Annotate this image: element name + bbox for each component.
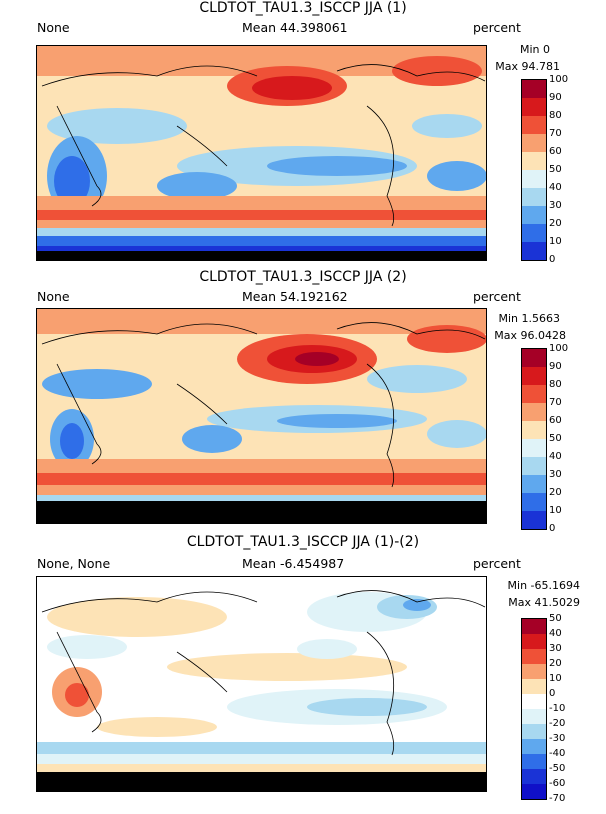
panel-min-label: Min 1.5663 — [498, 312, 560, 325]
colorbar-segment — [522, 664, 546, 679]
panel-min-label: Min 0 — [519, 43, 550, 56]
colorbar-tick: 80 — [549, 110, 562, 121]
colorbar-segment — [522, 152, 546, 170]
colorbar-tick: -20 — [549, 718, 566, 729]
colorbar-tick: -70 — [549, 793, 566, 804]
colorbar-tick: 20 — [549, 218, 562, 229]
colorbar-tick: 20 — [549, 487, 562, 498]
colorbar-segment — [522, 649, 546, 664]
colorbar — [521, 348, 547, 530]
panel-mean-label: Mean 44.398061 — [242, 20, 348, 35]
colorbar-tick: 10 — [549, 673, 562, 684]
colorbar-tick: 30 — [549, 200, 562, 211]
panel-3: CLDTOT_TAU1.3_ISCCP JJA (1)-(2) None, No… — [0, 534, 606, 814]
colorbar-segment — [522, 784, 546, 799]
panel-2: CLDTOT_TAU1.3_ISCCP JJA (2) None Mean 54… — [0, 269, 606, 539]
panel-max-label: Max 94.781 — [495, 60, 560, 73]
colorbar-segment — [522, 694, 546, 709]
colorbar-tick: 10 — [549, 236, 562, 247]
panel-left-label: None — [37, 20, 70, 35]
panel-mean-label: Mean -6.454987 — [242, 556, 345, 571]
colorbar-tick: 50 — [549, 433, 562, 444]
colorbar-tick: 30 — [549, 469, 562, 480]
panel-units-label: percent — [473, 556, 521, 571]
colorbar-segment — [522, 511, 546, 529]
panel-max-label: Max 96.0428 — [494, 329, 566, 342]
panel-1: CLDTOT_TAU1.3_ISCCP JJA (1) None Mean 44… — [0, 0, 606, 270]
colorbar-segment — [522, 724, 546, 739]
panel-title: CLDTOT_TAU1.3_ISCCP JJA (1) — [199, 0, 407, 16]
panel-left-label: None, None — [37, 556, 111, 571]
colorbar-segment — [522, 619, 546, 634]
colorbar-tick: 50 — [549, 613, 562, 624]
cloud-fraction-map — [36, 308, 487, 524]
colorbar-segment — [522, 739, 546, 754]
colorbar-segment — [522, 385, 546, 403]
colorbar-tick: 40 — [549, 628, 562, 639]
cloud-fraction-map — [36, 576, 487, 792]
colorbar-segment — [522, 242, 546, 260]
colorbar-segment — [522, 224, 546, 242]
colorbar-segment — [522, 116, 546, 134]
panel-mean-label: Mean 54.192162 — [242, 289, 348, 304]
colorbar-tick: 80 — [549, 379, 562, 390]
colorbar-tick: 60 — [549, 415, 562, 426]
colorbar-segment — [522, 754, 546, 769]
colorbar-segment — [522, 439, 546, 457]
colorbar-tick: 70 — [549, 397, 562, 408]
colorbar-segment — [522, 457, 546, 475]
colorbar-tick: -60 — [549, 778, 566, 789]
colorbar-tick: 70 — [549, 128, 562, 139]
colorbar-tick: -10 — [549, 703, 566, 714]
colorbar-segment — [522, 170, 546, 188]
colorbar-tick: 100 — [549, 74, 569, 85]
colorbar-tick: -50 — [549, 763, 566, 774]
colorbar — [521, 79, 547, 261]
colorbar-tick: 20 — [549, 658, 562, 669]
panel-title: CLDTOT_TAU1.3_ISCCP JJA (2) — [199, 269, 407, 285]
colorbar-segment — [522, 367, 546, 385]
colorbar-segment — [522, 709, 546, 724]
colorbar-segment — [522, 80, 546, 98]
colorbar-segment — [522, 98, 546, 116]
colorbar-tick: 40 — [549, 451, 562, 462]
panel-left-label: None — [37, 289, 70, 304]
colorbar-tick: 0 — [549, 254, 556, 265]
colorbar — [521, 618, 547, 800]
colorbar-segment — [522, 634, 546, 649]
colorbar-segment — [522, 421, 546, 439]
colorbar-segment — [522, 769, 546, 784]
colorbar-segment — [522, 475, 546, 493]
colorbar-tick: 0 — [549, 523, 556, 534]
colorbar-tick: -30 — [549, 733, 566, 744]
colorbar-segment — [522, 679, 546, 694]
colorbar-segment — [522, 134, 546, 152]
colorbar-tick: 60 — [549, 146, 562, 157]
colorbar-tick: 40 — [549, 182, 562, 193]
panel-units-label: percent — [473, 289, 521, 304]
colorbar-tick: 100 — [549, 343, 569, 354]
colorbar-segment — [522, 188, 546, 206]
colorbar-tick: 50 — [549, 164, 562, 175]
colorbar-segment — [522, 403, 546, 421]
colorbar-tick: 30 — [549, 643, 562, 654]
colorbar-tick: 10 — [549, 505, 562, 516]
panel-min-label: Min -65.1694 — [507, 579, 580, 592]
panel-max-label: Max 41.5029 — [508, 596, 580, 609]
colorbar-tick: 0 — [549, 688, 556, 699]
panel-title: CLDTOT_TAU1.3_ISCCP JJA (1)-(2) — [186, 534, 420, 550]
colorbar-tick: 90 — [549, 361, 562, 372]
colorbar-tick: -40 — [549, 748, 566, 759]
cloud-fraction-map — [36, 45, 487, 261]
colorbar-segment — [522, 206, 546, 224]
colorbar-segment — [522, 349, 546, 367]
colorbar-segment — [522, 493, 546, 511]
panel-units-label: percent — [473, 20, 521, 35]
colorbar-tick: 90 — [549, 92, 562, 103]
